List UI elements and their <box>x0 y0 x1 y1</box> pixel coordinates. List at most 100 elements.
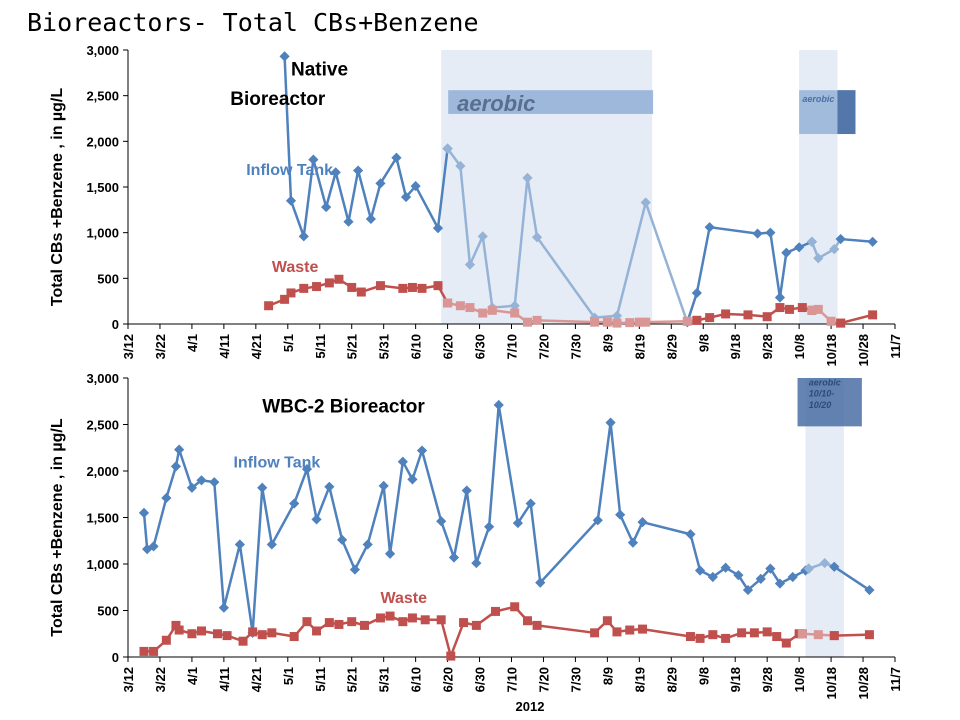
waste-point-marker <box>446 651 456 661</box>
y-axis-label: Total CBs +Benzene , in µg/L <box>49 418 66 637</box>
waste-point-marker <box>347 617 357 627</box>
inflow-point-marker <box>819 557 830 569</box>
waste-point-marker <box>737 628 747 638</box>
inflow-tank-series <box>279 51 878 328</box>
inflow-point-marker <box>234 539 245 550</box>
inflow-point-marker <box>615 509 626 520</box>
x-tick-label: 6/20 <box>441 334 456 359</box>
inflow-point-marker <box>787 571 798 583</box>
waste-point-marker <box>638 624 648 634</box>
inflow-point-marker <box>707 571 718 583</box>
waste-point-marker <box>420 615 430 625</box>
x-tick-label: 5/1 <box>281 334 296 352</box>
waste-point-marker <box>334 274 344 284</box>
y-tick-label: 3,000 <box>86 371 119 386</box>
inflow-point-marker <box>218 602 229 613</box>
inflow-point-marker <box>535 577 546 588</box>
waste-point-marker <box>705 313 715 323</box>
x-tick-label: 6/30 <box>473 334 488 359</box>
waste-series <box>264 274 878 328</box>
waste-point-marker <box>347 282 357 292</box>
chart-annotation: aerobic <box>809 377 841 387</box>
inflow-point-marker <box>311 514 322 525</box>
inflow-point-marker <box>365 213 376 225</box>
x-tick-label: 3/12 <box>121 667 136 692</box>
waste-point-marker <box>522 616 532 626</box>
x-tick-label: 6/30 <box>473 667 488 692</box>
x-tick-label: 9/18 <box>728 334 743 359</box>
y-tick-label: 0 <box>112 650 119 665</box>
waste-point-marker <box>222 631 232 641</box>
waste-point-marker <box>471 620 481 630</box>
inflow-point-marker <box>448 552 460 563</box>
waste-point-marker <box>797 303 807 313</box>
inflow-point-marker <box>752 228 763 239</box>
inflow-point-marker <box>704 222 715 233</box>
inflow-point-marker <box>512 517 523 529</box>
inflow-point-marker <box>391 152 402 163</box>
inflow-point-marker <box>803 563 814 574</box>
inflow-point-marker <box>781 247 792 258</box>
waste-point-marker <box>762 312 772 322</box>
waste-point-marker <box>708 630 718 640</box>
waste-point-marker <box>324 278 334 288</box>
waste-point-marker <box>324 618 334 628</box>
x-tick-label: 3/12 <box>121 334 136 359</box>
x-tick-label: 5/1 <box>281 667 296 685</box>
chart-annotation: Waste <box>272 259 319 276</box>
x-tick-label: 3/22 <box>153 334 168 359</box>
y-tick-label: 500 <box>97 604 119 619</box>
waste-point-marker <box>510 602 520 612</box>
inflow-point-marker <box>349 564 360 575</box>
inflow-tank-line <box>810 238 842 260</box>
inflow-point-marker <box>605 417 616 428</box>
waste-point-marker <box>721 633 731 643</box>
waste-line <box>143 605 803 658</box>
waste-line <box>840 313 873 325</box>
waste-point-marker <box>721 309 731 319</box>
waste-point-marker <box>433 281 443 291</box>
waste-point-marker <box>459 618 469 628</box>
inflow-point-marker <box>867 236 878 247</box>
x-tick-label: 4/21 <box>249 334 264 359</box>
waste-point-marker <box>398 283 408 293</box>
x-tick-label: 9/18 <box>728 667 743 692</box>
y-tick-label: 1,000 <box>86 557 119 572</box>
inflow-point-marker <box>279 51 290 62</box>
chart-annotation: Inflow Tank <box>233 454 320 471</box>
waste-line <box>834 633 870 637</box>
inflow-point-marker <box>170 461 182 472</box>
y-tick-label: 2,500 <box>86 418 119 433</box>
y-tick-label: 500 <box>97 271 119 286</box>
inflow-point-marker <box>148 541 159 552</box>
waste-point-marker <box>264 301 274 311</box>
inflow-point-marker <box>321 202 332 213</box>
waste-point-marker <box>312 626 322 636</box>
waste-point-marker <box>532 620 542 630</box>
inflow-point-marker <box>174 444 185 455</box>
waste-point-marker <box>407 613 417 623</box>
inflow-point-marker <box>209 477 220 488</box>
waste-point-marker <box>312 282 322 292</box>
inflow-point-marker <box>694 565 706 576</box>
waste-point-marker <box>139 646 149 656</box>
waste-point-marker <box>590 628 600 638</box>
inflow-tank-line <box>833 565 871 592</box>
inflow-point-marker <box>416 445 428 456</box>
waste-point-marker <box>682 316 692 326</box>
inflow-point-marker <box>774 292 786 303</box>
waste-point-marker <box>149 646 159 656</box>
inflow-point-marker <box>400 191 412 203</box>
x-tick-label: 4/11 <box>217 667 232 692</box>
x-tick-label: 5/11 <box>313 334 328 359</box>
waste-point-marker <box>522 317 532 327</box>
waste-point-marker <box>212 629 222 639</box>
x-tick-label: 4/1 <box>185 667 200 685</box>
inflow-point-marker <box>813 253 824 264</box>
waste-point-marker <box>781 638 791 648</box>
waste-point-marker <box>785 304 795 314</box>
waste-point-marker <box>510 308 520 318</box>
x-tick-label: 11/7 <box>888 334 903 359</box>
inflow-point-marker <box>436 516 447 527</box>
x-tick-label: 6/10 <box>409 334 424 359</box>
